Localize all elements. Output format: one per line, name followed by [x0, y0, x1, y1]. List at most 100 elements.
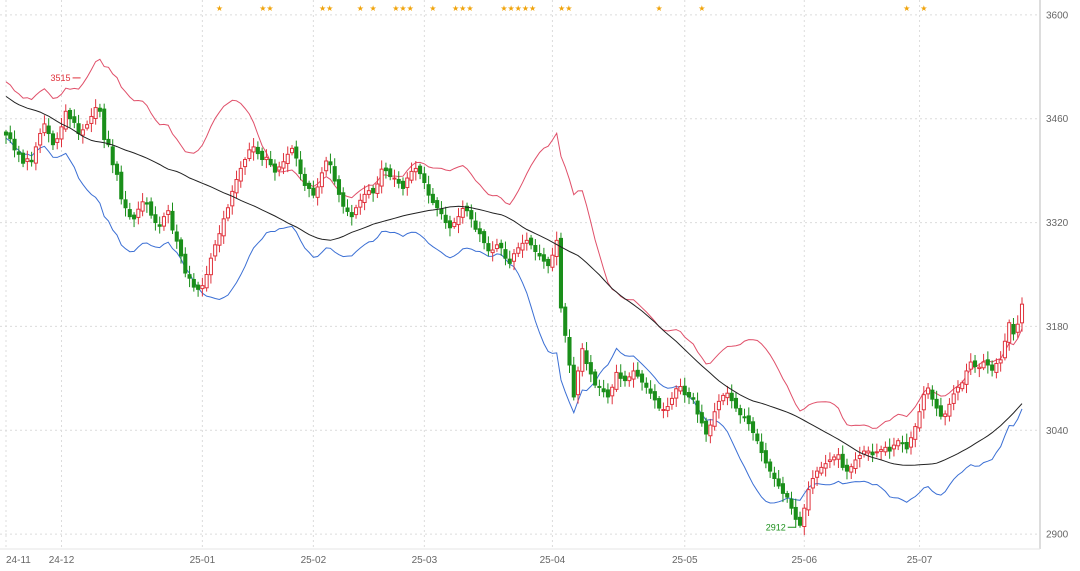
star-marker: ★ — [656, 4, 663, 13]
candle-body — [763, 450, 768, 464]
candle-body — [409, 170, 414, 181]
candle-body — [191, 278, 196, 288]
candle-body — [1007, 322, 1012, 343]
candle-body — [751, 421, 756, 434]
x-tick-label: 25-01 — [190, 555, 216, 566]
star-marker: ★★★ — [452, 4, 474, 13]
candle-body — [695, 400, 700, 415]
candle-body — [990, 364, 995, 371]
candle-body — [456, 216, 461, 226]
candle-body — [973, 360, 978, 367]
candle-body — [204, 274, 209, 289]
candle-body — [153, 214, 158, 224]
candle-body — [294, 146, 299, 159]
candle-body — [678, 386, 683, 392]
candle-body — [887, 446, 892, 452]
candle-body — [844, 464, 850, 472]
candle-body — [580, 348, 585, 372]
candle-body — [789, 498, 794, 509]
candle-body — [375, 183, 380, 194]
x-tick-label: 25-06 — [791, 555, 817, 566]
candle-body — [157, 224, 162, 227]
candle-body — [405, 177, 410, 189]
candle-body — [319, 172, 324, 188]
candle-body — [426, 184, 431, 196]
candle-body — [648, 388, 653, 394]
candle-body — [712, 411, 717, 427]
candle-body — [614, 371, 619, 390]
star-marker: ★ — [357, 4, 364, 13]
candle-body — [349, 212, 354, 218]
candle-body — [584, 350, 589, 365]
candle-body — [981, 361, 986, 369]
candle-body — [682, 385, 687, 396]
candle-body — [499, 242, 504, 249]
candle-body — [635, 369, 640, 377]
max-label: 3515 — [51, 73, 71, 83]
candle-body — [170, 210, 175, 231]
y-tick-label: 3320 — [1046, 218, 1069, 229]
x-tick-label: 25-07 — [907, 555, 933, 566]
candle-body — [759, 441, 764, 454]
candle-body — [593, 371, 598, 386]
candle-body — [836, 454, 841, 460]
candle-body — [874, 451, 879, 454]
candle-body — [315, 186, 320, 198]
candle-body — [913, 426, 918, 440]
candle-body — [524, 239, 529, 244]
y-tick-label: 3180 — [1046, 322, 1069, 333]
candle-body — [213, 244, 218, 257]
candle-body — [230, 190, 235, 207]
y-axis: 2900 3040 3180 3320 3460 3600 — [1039, 0, 1069, 549]
candle-body — [33, 146, 38, 164]
ma-line — [5, 95, 1023, 466]
candle-body — [742, 416, 747, 419]
candle-body — [810, 478, 815, 489]
candle-body — [50, 133, 55, 146]
candle-body — [264, 156, 269, 161]
candle-body — [132, 214, 137, 220]
candle-body — [815, 470, 820, 478]
candle-body — [896, 440, 901, 447]
candle-body — [755, 433, 760, 442]
candle-body — [657, 398, 662, 409]
candle-body — [533, 245, 538, 253]
candle-body — [400, 180, 406, 189]
candle-body — [785, 493, 790, 498]
candle-body — [661, 409, 666, 412]
candle-body — [396, 178, 401, 184]
candle-body — [208, 257, 213, 276]
candle-body — [345, 207, 350, 212]
candle-body — [1015, 323, 1020, 333]
candle-body — [166, 210, 171, 215]
candle-body — [465, 205, 470, 212]
candle-body — [67, 109, 73, 120]
candle-body — [908, 437, 914, 448]
candle-body — [537, 253, 542, 257]
candle-body — [85, 124, 90, 129]
candle-body — [546, 258, 551, 267]
candle-body — [490, 249, 495, 254]
candle-body — [260, 150, 265, 161]
x-tick-label: 25-03 — [412, 555, 438, 566]
upper-band-line — [5, 58, 1023, 429]
star-marker: ★★★★★ — [500, 4, 536, 13]
x-tick-label: 25-02 — [301, 555, 327, 566]
candles — [3, 99, 1025, 536]
candle-body — [597, 385, 602, 388]
candle-body — [119, 171, 124, 200]
candle-body — [379, 168, 384, 187]
candle-body — [926, 387, 931, 395]
candle-body — [772, 472, 777, 480]
candle-body — [793, 506, 798, 520]
candle-body — [1019, 303, 1025, 324]
candle-body — [563, 306, 568, 336]
x-tick-label: 24-12 — [49, 555, 75, 566]
candle-body — [994, 363, 999, 373]
star-marker: ★★ — [319, 4, 333, 13]
candle-body — [174, 231, 179, 242]
candle-body — [29, 159, 34, 163]
candle-body — [234, 179, 239, 194]
candle-body — [277, 166, 282, 171]
